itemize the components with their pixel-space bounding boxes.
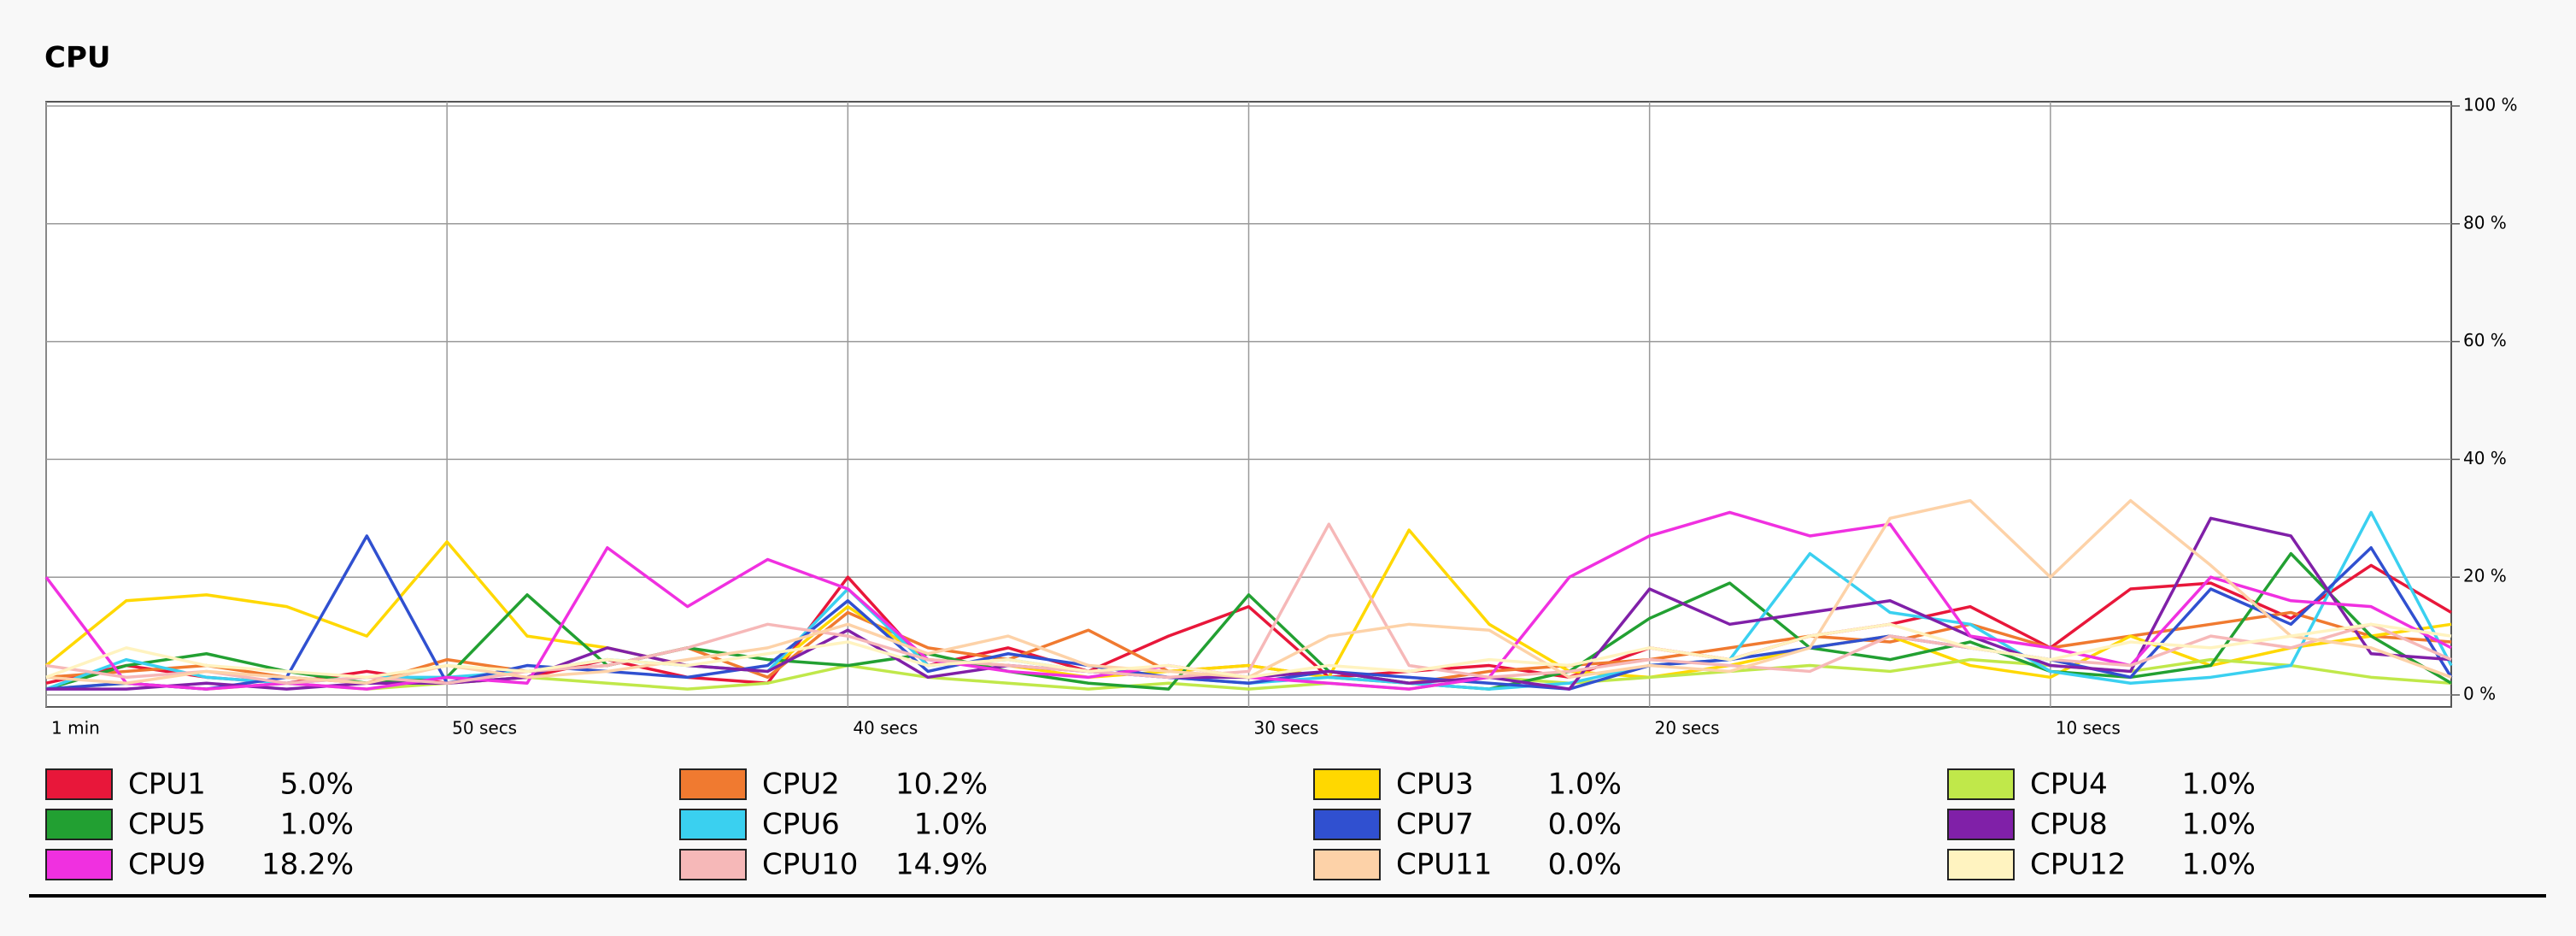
legend-name: CPU9: [128, 848, 206, 882]
legend-swatch: [45, 768, 113, 800]
legend-swatch: [679, 849, 747, 880]
legend-swatch: [1947, 849, 2015, 880]
y-tick-label: 0 %: [2463, 684, 2496, 704]
x-tick-label: 50 secs: [452, 718, 517, 739]
legend-value: 18.2%: [261, 848, 354, 882]
y-tick-label: 80 %: [2463, 212, 2507, 233]
legend-name: CPU8: [2030, 808, 2108, 842]
legend-swatch: [45, 849, 113, 880]
legend-value: 5.0%: [280, 768, 354, 802]
legend-value: 1.0%: [2182, 808, 2256, 842]
legend-value: 1.0%: [280, 808, 354, 842]
x-tick-label: 40 secs: [853, 718, 918, 739]
legend-value: 1.0%: [2182, 848, 2256, 882]
legend-swatch: [679, 768, 747, 800]
cpu-line: [44, 528, 2452, 680]
legend-value: 1.0%: [2182, 768, 2256, 802]
legend-swatch: [679, 809, 747, 840]
legend-value: 1.0%: [1548, 768, 1622, 802]
chart-title: CPU: [44, 41, 110, 75]
legend-value: 14.9%: [895, 848, 988, 882]
legend-value: 0.0%: [1548, 848, 1622, 882]
legend-name: CPU7: [1396, 808, 1474, 842]
legend-value: 0.0%: [1548, 808, 1622, 842]
cpu-line: [45, 622, 2452, 680]
x-tick-label: 1 min: [51, 718, 100, 739]
x-tick-label: 20 secs: [1655, 718, 1720, 739]
x-tick-label: 10 secs: [2056, 718, 2121, 739]
legend-value: 10.2%: [895, 768, 988, 802]
y-tick-label: 60 %: [2463, 330, 2507, 350]
legend-name: CPU3: [1396, 768, 1474, 802]
y-tick-label: 100 %: [2463, 95, 2518, 115]
legend-name: CPU1: [128, 768, 206, 802]
x-tick-label: 30 secs: [1254, 718, 1319, 739]
legend-swatch: [1313, 849, 1381, 880]
y-tick-label: 40 %: [2463, 448, 2507, 468]
legend-swatch: [45, 809, 113, 840]
legend-name: CPU2: [762, 768, 840, 802]
legend-name: CPU5: [128, 808, 206, 842]
legend-name: CPU10: [762, 848, 858, 882]
legend-swatch: [1947, 768, 2015, 800]
legend-swatch: [1947, 809, 2015, 840]
legend-swatch: [1313, 809, 1381, 840]
legend-name: CPU4: [2030, 768, 2108, 802]
legend-name: CPU6: [762, 808, 840, 842]
y-tick-label: 20 %: [2463, 566, 2507, 586]
legend-value: 1.0%: [914, 808, 988, 842]
legend-swatch: [1313, 768, 1381, 800]
legend-name: CPU11: [1396, 848, 1492, 882]
legend-name: CPU12: [2030, 848, 2126, 882]
